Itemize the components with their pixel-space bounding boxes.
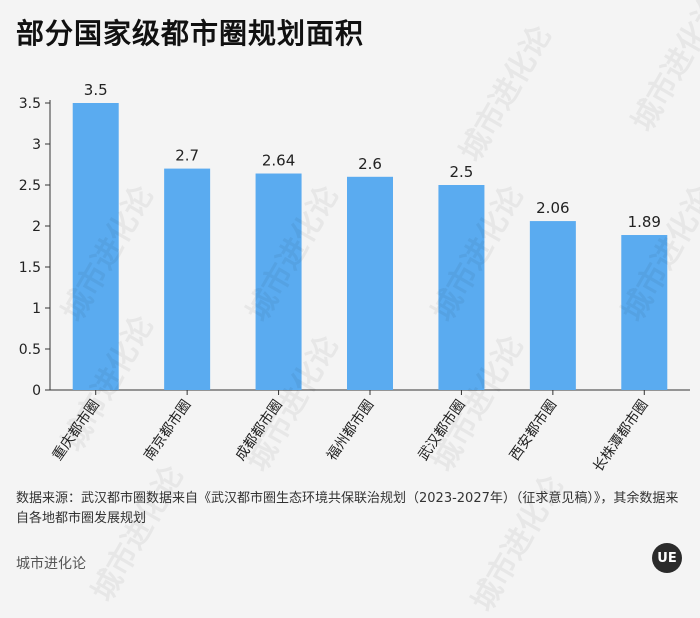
bar — [438, 185, 485, 390]
y-tick-label: 0.5 — [19, 342, 41, 358]
data-label: 2.5 — [449, 163, 473, 181]
data-label: 2.06 — [536, 199, 569, 217]
bar — [72, 103, 119, 390]
source-note: 数据来源：武汉都市圈数据来自《武汉都市圈生态环境共保联治规划（2023-2027… — [16, 491, 679, 526]
x-tick-label: 重庆都市圈 — [49, 397, 103, 464]
bar — [164, 168, 211, 390]
bar — [255, 173, 302, 390]
y-tick-label: 0 — [32, 383, 41, 399]
x-tick-label: 福州都市圈 — [323, 397, 377, 464]
y-tick-label: 2.5 — [19, 178, 41, 194]
y-tick-label: 1 — [32, 301, 41, 317]
x-tick-label: 武汉都市圈 — [415, 397, 469, 464]
y-tick-label: 2 — [32, 219, 41, 235]
bar — [529, 221, 576, 390]
data-label: 2.7 — [175, 147, 199, 165]
chart-svg: 0 0.5 1 1.5 2 2.5 3 3.5 3.5 重庆都市圈 2.7 南京都市圈 2.64 成都都市… — [19, 81, 690, 476]
data-label: 2.6 — [358, 155, 382, 173]
data-label: 1.89 — [628, 213, 661, 231]
brand-logo: UE — [652, 543, 682, 573]
bar-chart: 0 0.5 1 1.5 2 2.5 3 3.5 3.5 重庆都市圈 2.7 南京都市圈 2.64 成都都市… — [19, 81, 690, 476]
y-tick-label: 3.5 — [19, 96, 41, 112]
bar — [347, 176, 393, 390]
data-label: 3.5 — [84, 81, 108, 99]
x-tick-label: 成都都市圈 — [232, 397, 286, 464]
chart-title: 部分国家级都市圈规划面积 — [16, 17, 365, 50]
x-tick-label: 长株潭都市圈 — [589, 397, 651, 476]
data-label: 2.64 — [262, 152, 295, 170]
bar — [621, 235, 668, 390]
x-tick-label: 西安都市圈 — [506, 397, 560, 464]
x-tick-label: 南京都市圈 — [140, 397, 194, 464]
y-tick-label: 3 — [32, 137, 41, 153]
y-tick-label: 1.5 — [19, 260, 41, 276]
brand-name: 城市进化论 — [16, 556, 86, 572]
